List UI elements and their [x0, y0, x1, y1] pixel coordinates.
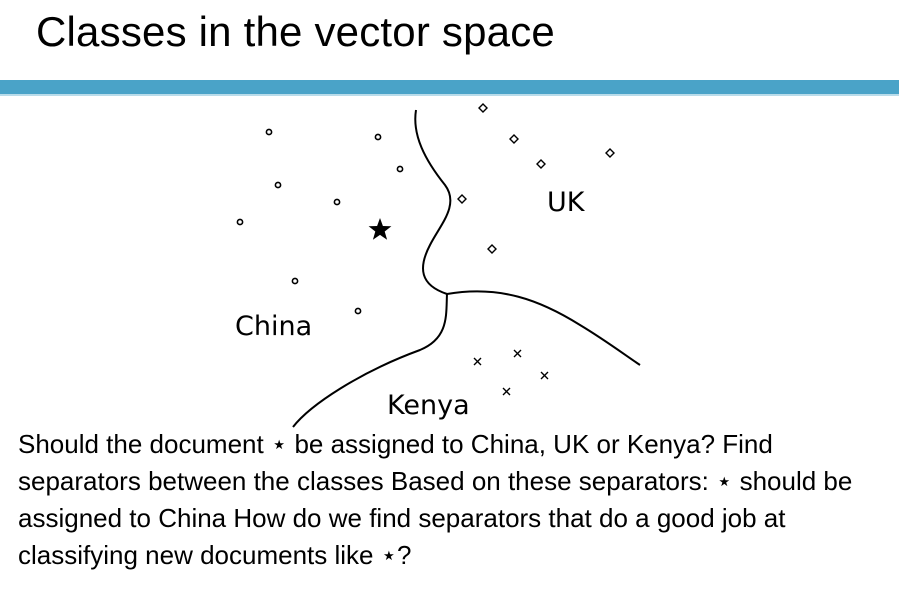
china-point [291, 277, 299, 285]
china-point [354, 307, 362, 315]
kenya-point [473, 357, 482, 366]
separator-uk-kenya [446, 290, 641, 366]
china-point [236, 218, 244, 226]
kenya-point [502, 387, 511, 396]
title-divider [0, 80, 899, 95]
china-point [374, 133, 382, 141]
china-point [274, 181, 282, 189]
kenya-point [540, 371, 549, 380]
query-document-star [368, 218, 392, 240]
uk-point [509, 134, 519, 144]
separator-china-kenya [292, 293, 448, 428]
kenya-points [473, 349, 549, 396]
china-point [396, 165, 404, 173]
separator-china-uk [414, 109, 452, 295]
china-point [333, 198, 341, 206]
uk-point [605, 148, 615, 158]
uk-point [536, 159, 546, 169]
china-points [236, 128, 404, 315]
title-divider-highlight [0, 94, 899, 96]
china-point [265, 128, 273, 136]
label-uk: UK [547, 187, 586, 218]
uk-point [487, 244, 497, 254]
vector-space-diagram: China UK Kenya [235, 103, 641, 428]
slide-body-text: Should the document ⋆ be assigned to Chi… [18, 429, 853, 570]
uk-points [457, 103, 615, 254]
label-china: China [235, 311, 312, 342]
uk-point [478, 103, 488, 113]
label-kenya: Kenya [387, 390, 470, 421]
kenya-point [513, 349, 522, 358]
slide-title: Classes in the vector space [36, 8, 555, 55]
uk-point [457, 194, 467, 204]
